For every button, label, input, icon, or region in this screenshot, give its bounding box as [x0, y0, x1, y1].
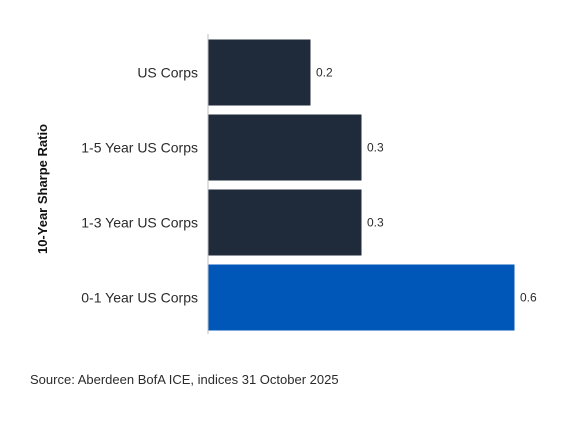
category-labels-group: US Corps 1-5 Year US Corps 1-3 Year US Cor…	[81, 65, 198, 306]
source-note: Source: Aberdeen BofA ICE, indices 31 Oc…	[30, 372, 339, 387]
y-axis-title: 10-Year Sharpe Ratio	[35, 124, 50, 254]
bars-group	[208, 39, 515, 331]
value-labels-group: 0.2 0.3 0.3 0.6	[316, 66, 537, 305]
category-label-2: 1-5 Year US Corps	[81, 140, 198, 156]
bar-4	[208, 264, 515, 331]
category-label-1: US Corps	[137, 65, 198, 81]
value-label-4: 0.6	[520, 291, 537, 305]
bar-1	[208, 39, 311, 106]
value-label-1: 0.2	[316, 66, 333, 80]
category-label-4: 0-1 Year US Corps	[81, 290, 198, 306]
category-label-3: 1-3 Year US Corps	[81, 215, 198, 231]
bar-2	[208, 114, 362, 181]
value-label-2: 0.3	[367, 141, 384, 155]
value-label-3: 0.3	[367, 216, 384, 230]
bar-3	[208, 189, 362, 256]
